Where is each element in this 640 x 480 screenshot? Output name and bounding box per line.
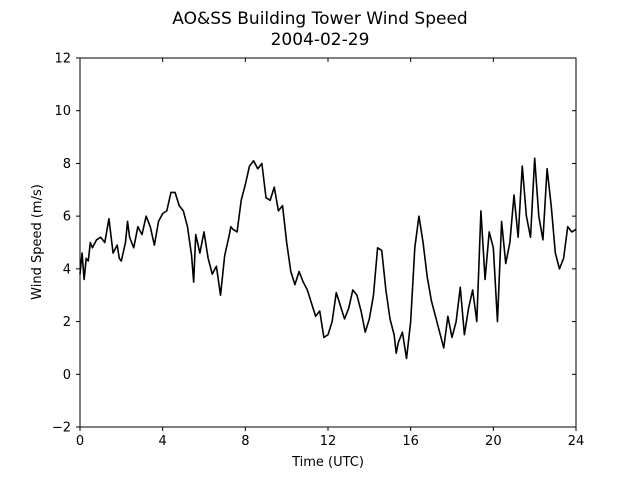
y-tick-label: 8 bbox=[63, 157, 71, 172]
y-tick-label: 6 bbox=[63, 210, 71, 225]
y-tick-label: 10 bbox=[54, 104, 71, 119]
y-axis: −2 0 2 4 6 8 10 12 bbox=[52, 52, 576, 436]
x-tick-label: 20 bbox=[485, 434, 502, 449]
wind-speed-line bbox=[79, 157, 577, 360]
chart-subtitle: 2004-02-29 bbox=[271, 30, 370, 50]
x-axis-label: Time (UTC) bbox=[291, 455, 364, 470]
chart-title: AO&SS Building Tower Wind Speed bbox=[172, 9, 467, 29]
y-tick-label: 0 bbox=[63, 368, 71, 383]
y-axis-label: Wind Speed (m/s) bbox=[30, 184, 45, 300]
plot-area bbox=[80, 58, 576, 427]
x-tick-label: 12 bbox=[320, 434, 337, 449]
y-tick-label: 2 bbox=[63, 315, 71, 330]
y-tick-label: 4 bbox=[63, 262, 71, 277]
y-tick-label: 12 bbox=[54, 52, 71, 67]
x-tick-label: 4 bbox=[159, 434, 167, 449]
x-tick-label: 0 bbox=[76, 434, 84, 449]
y-tick-label: −2 bbox=[52, 421, 71, 436]
series-layer bbox=[79, 157, 577, 360]
x-tick-label: 8 bbox=[241, 434, 249, 449]
x-tick-label: 16 bbox=[402, 434, 419, 449]
x-tick-label: 24 bbox=[568, 434, 585, 449]
x-axis: 0 4 8 12 16 20 24 bbox=[76, 58, 584, 449]
